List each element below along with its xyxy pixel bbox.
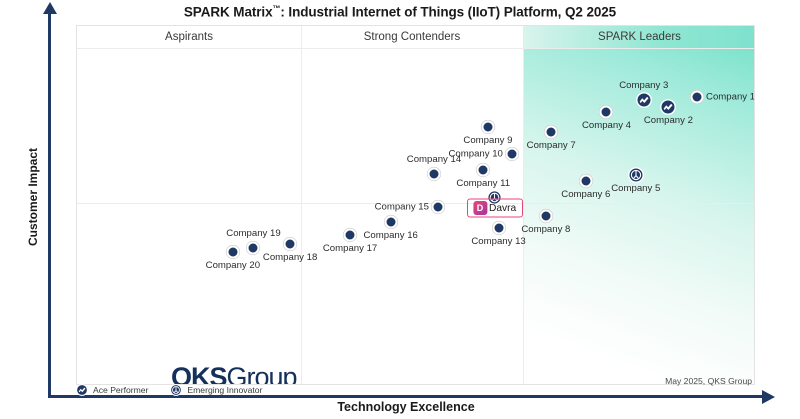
y-axis-label: Customer Impact	[26, 147, 40, 247]
footer-credit: May 2025, QKS Group	[665, 376, 752, 386]
data-point-marker[interactable]	[544, 125, 558, 139]
ace-performer-icon[interactable]	[635, 91, 652, 108]
page-title: SPARK Matrix™: Industrial Internet of Th…	[0, 4, 800, 20]
vendor-davra-label: Davra	[489, 202, 517, 214]
data-point-label: Company 1	[706, 91, 755, 103]
data-point-marker[interactable]	[481, 120, 495, 134]
chart-legend: Ace Performer Emerging Innovator	[76, 383, 262, 397]
data-point-label: Company 2	[643, 114, 693, 126]
data-point-label: Company 15	[374, 201, 429, 213]
band-label-spark-leaders: SPARK Leaders	[523, 26, 754, 48]
x-axis-arrow-icon	[762, 390, 775, 404]
data-point-marker[interactable]	[476, 163, 490, 177]
data-point-marker[interactable]	[226, 245, 240, 259]
data-point-label: Company 7	[526, 140, 576, 152]
logo-text-bold: QKS	[171, 362, 228, 385]
data-point-label: Company 5	[611, 183, 661, 195]
emerging-innovator-icon[interactable]	[627, 167, 644, 184]
data-point-marker[interactable]	[579, 174, 593, 188]
data-point-marker[interactable]	[505, 147, 519, 161]
trademark-symbol: ™	[272, 4, 281, 13]
logo-text-light: Group	[226, 362, 298, 385]
data-point-marker[interactable]	[427, 167, 441, 181]
data-point-marker[interactable]	[690, 90, 704, 104]
data-point-label: Company 9	[463, 135, 513, 147]
data-point-marker[interactable]	[539, 209, 553, 223]
ace-performer-icon	[76, 384, 88, 396]
spark-leaders-shading	[523, 26, 754, 384]
emerging-innovator-icon[interactable]	[487, 189, 503, 205]
data-point-label: Company 17	[322, 242, 378, 254]
quadrant-divider-horizontal	[77, 203, 754, 204]
data-point-marker[interactable]	[384, 215, 398, 229]
quadrant-header-band: Aspirants Strong Contenders SPARK Leader…	[77, 26, 754, 49]
data-point-marker[interactable]	[283, 237, 297, 251]
vendor-davra[interactable]: D Davra	[473, 201, 517, 216]
band-label-strong-contenders: Strong Contenders	[363, 31, 461, 43]
ace-performer-icon[interactable]	[660, 98, 677, 115]
data-point-label: Company 4	[581, 120, 631, 132]
x-axis-label: Technology Excellence	[337, 400, 475, 414]
data-point-label: Company 10	[448, 148, 503, 160]
y-axis-line	[48, 12, 51, 397]
davra-logo-icon: D	[473, 201, 487, 216]
data-point-label: Company 11	[456, 178, 511, 190]
quadrant-divider-vertical-2	[523, 26, 524, 384]
title-main: SPARK Matrix	[183, 4, 273, 20]
emerging-innovator-icon	[170, 384, 183, 396]
data-point-label: Company 6	[561, 188, 611, 200]
data-point-label: Company 3	[619, 79, 669, 91]
legend-item[interactable]: Emerging Innovator	[170, 384, 262, 396]
plot-area: Aspirants Strong Contenders SPARK Leader…	[76, 25, 755, 385]
legend-label: Ace Performer	[93, 385, 149, 395]
legend-label: Emerging Innovator	[187, 385, 263, 395]
data-point-label: Company 14	[406, 154, 462, 166]
data-point-marker[interactable]	[492, 221, 506, 235]
band-label-aspirants: Aspirants	[165, 31, 213, 43]
data-point-label: Company 18	[262, 251, 318, 263]
data-point-marker[interactable]	[431, 200, 445, 214]
data-point-marker[interactable]	[343, 228, 357, 242]
y-axis-arrow-icon	[43, 2, 57, 14]
data-point-label: Company 16	[363, 229, 418, 241]
data-point-label: Company 8	[521, 223, 571, 235]
quadrant-divider-vertical-1	[301, 26, 302, 384]
data-point-label: Company 20	[205, 259, 261, 271]
qks-group-logo: QKSGroup	[171, 362, 298, 385]
legend-item[interactable]: Ace Performer	[76, 384, 148, 396]
data-point-marker[interactable]	[246, 241, 260, 255]
data-point-label: Company 19	[226, 227, 281, 239]
data-point-marker[interactable]	[599, 105, 613, 119]
title-rest: : Industrial Internet of Things (IIoT) P…	[280, 4, 617, 20]
data-point-label: Company 13	[471, 236, 526, 248]
x-axis-line	[48, 395, 764, 398]
